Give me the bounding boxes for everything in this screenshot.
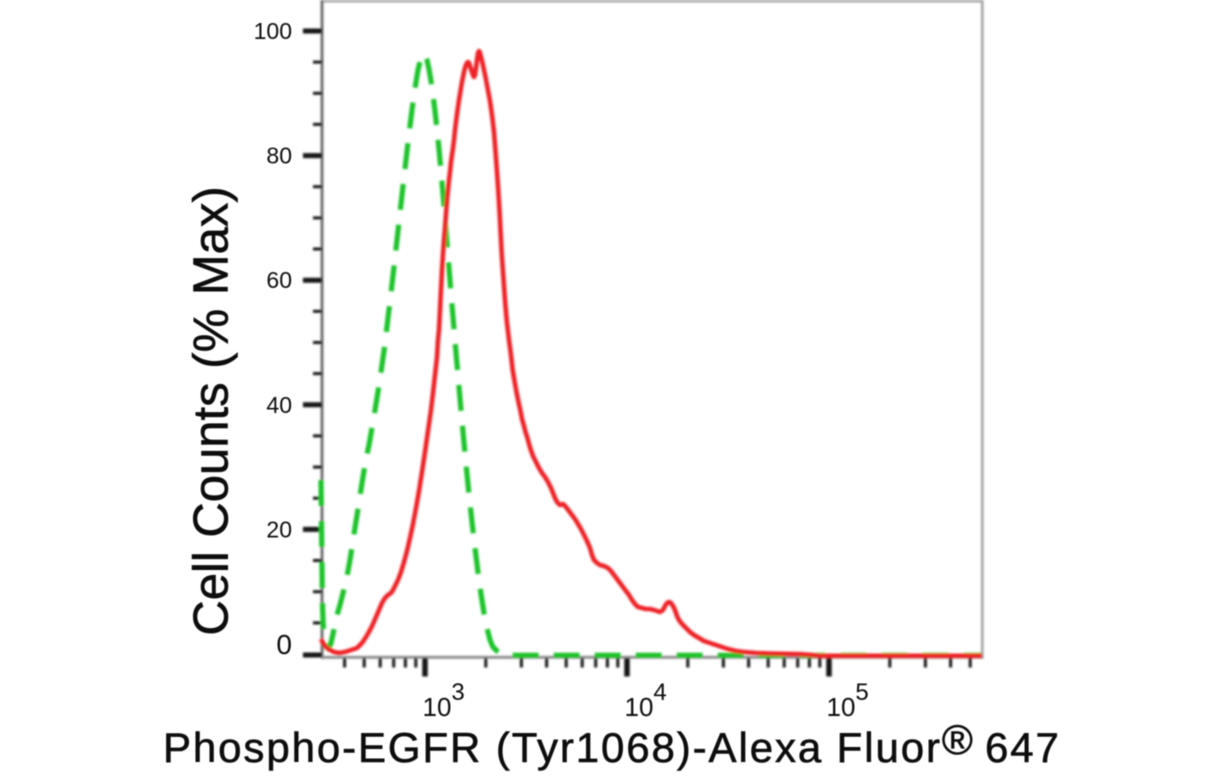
svg-text:Cell Counts (% Max): Cell Counts (% Max) [185, 186, 239, 635]
svg-text:100: 100 [254, 18, 292, 44]
svg-text:Phospho-EGFR (Tyr1068)-Alexa F: Phospho-EGFR (Tyr1068)-Alexa Fluor® 647 [163, 716, 1061, 771]
svg-text:80: 80 [266, 143, 292, 169]
svg-text:60: 60 [266, 267, 292, 293]
svg-text:0: 0 [276, 629, 292, 660]
svg-text:20: 20 [266, 516, 292, 542]
svg-text:40: 40 [266, 392, 292, 418]
